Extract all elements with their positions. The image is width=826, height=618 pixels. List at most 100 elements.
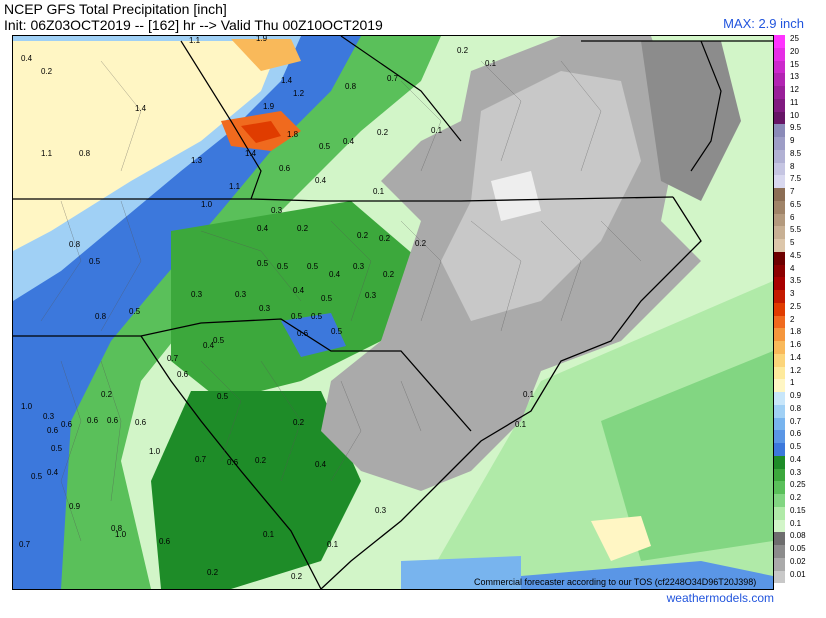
sea-yellow-blob bbox=[591, 516, 651, 561]
map-value-label: 0.5 bbox=[31, 472, 43, 481]
map-value-label: 0.4 bbox=[257, 224, 269, 233]
chart-title: NCEP GFS Total Precipitation [inch] bbox=[4, 1, 227, 17]
legend-entry: 8 bbox=[774, 161, 826, 176]
legend-swatch bbox=[774, 315, 785, 329]
map-value-label: 0.2 bbox=[255, 456, 267, 465]
legend-swatch bbox=[774, 506, 785, 520]
legend-entry: 1.4 bbox=[774, 353, 826, 367]
map-value-label: 0.7 bbox=[167, 354, 179, 363]
map-value-label: 0.5 bbox=[307, 262, 319, 271]
map-value-label: 0.8 bbox=[111, 524, 123, 533]
legend-label: 0.6 bbox=[790, 429, 802, 439]
coastline bbox=[320, 196, 702, 589]
legend-entry: 15 bbox=[774, 60, 826, 74]
legend-entry: 1.6 bbox=[774, 340, 826, 354]
map-value-label: 0.4 bbox=[315, 460, 327, 469]
map-value-label: 0.4 bbox=[293, 286, 305, 295]
legend-entry: 0.25 bbox=[774, 480, 826, 494]
legend-label: 0.25 bbox=[790, 480, 806, 490]
map-value-label: 1.0 bbox=[149, 447, 161, 456]
legend-label: 5.5 bbox=[790, 225, 802, 235]
map-value-label: 0.2 bbox=[41, 67, 53, 76]
legend-swatch bbox=[774, 430, 785, 443]
map-value-label: 0.5 bbox=[319, 142, 331, 151]
legend-entry: 2 bbox=[774, 315, 826, 329]
va-nc-border bbox=[13, 196, 674, 202]
map-value-label: 0.1 bbox=[327, 540, 339, 549]
legend-swatch bbox=[774, 239, 785, 252]
central-blue-spot bbox=[281, 313, 346, 357]
legend-label: 0.8 bbox=[790, 403, 802, 413]
wv-va-border bbox=[180, 40, 262, 200]
legend-label: 1.6 bbox=[790, 340, 802, 349]
legend-swatch bbox=[774, 532, 785, 545]
legend-label: 8.5 bbox=[790, 148, 802, 158]
legend-entry: 20 bbox=[774, 47, 826, 61]
legend-label: 8 bbox=[790, 161, 795, 171]
map-value-label: 0.4 bbox=[315, 176, 327, 185]
map-value-label: 1.1 bbox=[41, 149, 53, 158]
map-value-label: 0.4 bbox=[343, 137, 355, 146]
map-value-label: 0.4 bbox=[329, 270, 341, 279]
map-value-label: 0.5 bbox=[213, 336, 225, 345]
legend-entry: 0.02 bbox=[774, 556, 826, 571]
map-value-label: 0.2 bbox=[379, 234, 391, 243]
legend-label: 10 bbox=[790, 110, 799, 120]
map-value-label: 0.5 bbox=[277, 262, 289, 271]
legend-entry: 0.6 bbox=[774, 429, 826, 443]
map-value-label: 0.2 bbox=[291, 572, 303, 581]
color-legend: 25 20 15 13 12 11 10 9.5 9 8.5 8 7.5 7 6.5 6 5.5 5 4.5 4 3.… bbox=[774, 34, 826, 588]
legend-label: 0.05 bbox=[790, 544, 806, 553]
sea-blue-blob bbox=[401, 556, 521, 589]
map-value-label: 0.1 bbox=[373, 187, 385, 196]
precipitation-map: 1.9 1.1 0.4 0.2 1.4 1.2 0.8 0.7 0.2 0.1 1.9 1.4 0.2 0… bbox=[12, 35, 774, 590]
legend-swatch bbox=[774, 290, 785, 303]
legend-entry: 0.4 bbox=[774, 455, 826, 469]
legend-entry: 7 bbox=[774, 187, 826, 201]
legend-label: 0.9 bbox=[790, 391, 802, 400]
map-value-label: 1.2 bbox=[293, 89, 305, 98]
legend-label: 3.5 bbox=[790, 276, 802, 286]
map-value-label: 1.9 bbox=[263, 102, 275, 111]
legend-entry: 10 bbox=[774, 110, 826, 125]
map-value-label: 0.6 bbox=[87, 416, 99, 425]
map-value-label: 0.8 bbox=[69, 240, 81, 249]
legend-entry: 9 bbox=[774, 136, 826, 150]
map-value-label: 1.4 bbox=[135, 104, 147, 113]
legend-entry: 5.5 bbox=[774, 225, 826, 239]
legend-label: 13 bbox=[790, 72, 799, 82]
map-value-label: 0.3 bbox=[43, 412, 55, 421]
legend-swatch bbox=[774, 111, 785, 125]
brand-link[interactable]: weathermodels.com bbox=[666, 591, 774, 605]
legend-swatch bbox=[774, 468, 785, 482]
legend-entry: 0.01 bbox=[774, 569, 826, 584]
legend-label: 9 bbox=[790, 136, 795, 145]
legend-label: 3 bbox=[790, 289, 795, 298]
legend-entry: 4 bbox=[774, 264, 826, 278]
map-value-label: 0.6 bbox=[135, 418, 147, 427]
legend-entry: 1.8 bbox=[774, 327, 826, 341]
map-value-label: 0.5 bbox=[51, 444, 63, 453]
map-value-label: 0.8 bbox=[95, 312, 107, 321]
legend-label: 0.2 bbox=[790, 493, 802, 502]
map-value-label: 0.1 bbox=[263, 530, 275, 539]
legend-swatch bbox=[774, 443, 785, 456]
map-value-label: 0.2 bbox=[297, 224, 309, 233]
map-value-label: 0.7 bbox=[387, 74, 399, 83]
map-value-label: 0.4 bbox=[21, 54, 33, 63]
legend-entry: 7.5 bbox=[774, 174, 826, 188]
legend-label: 0.7 bbox=[790, 416, 802, 426]
legend-label: 2.5 bbox=[790, 301, 802, 311]
legend-entry: 2.5 bbox=[774, 301, 826, 316]
max-precip-label: MAX: 2.9 inch bbox=[723, 16, 804, 31]
legend-label: 0.01 bbox=[790, 569, 806, 579]
legend-swatch bbox=[774, 98, 785, 112]
legend-label: 0.02 bbox=[790, 556, 806, 566]
legend-entry: 9.5 bbox=[774, 123, 826, 137]
map-value-label: 1.9 bbox=[256, 36, 268, 43]
legend-entry: 4.5 bbox=[774, 251, 826, 265]
tos-notice: Commercial forecaster according to our T… bbox=[474, 577, 757, 587]
legend-swatch bbox=[774, 73, 785, 86]
map-value-label: 0.2 bbox=[383, 270, 395, 279]
legend-swatch bbox=[774, 124, 785, 137]
